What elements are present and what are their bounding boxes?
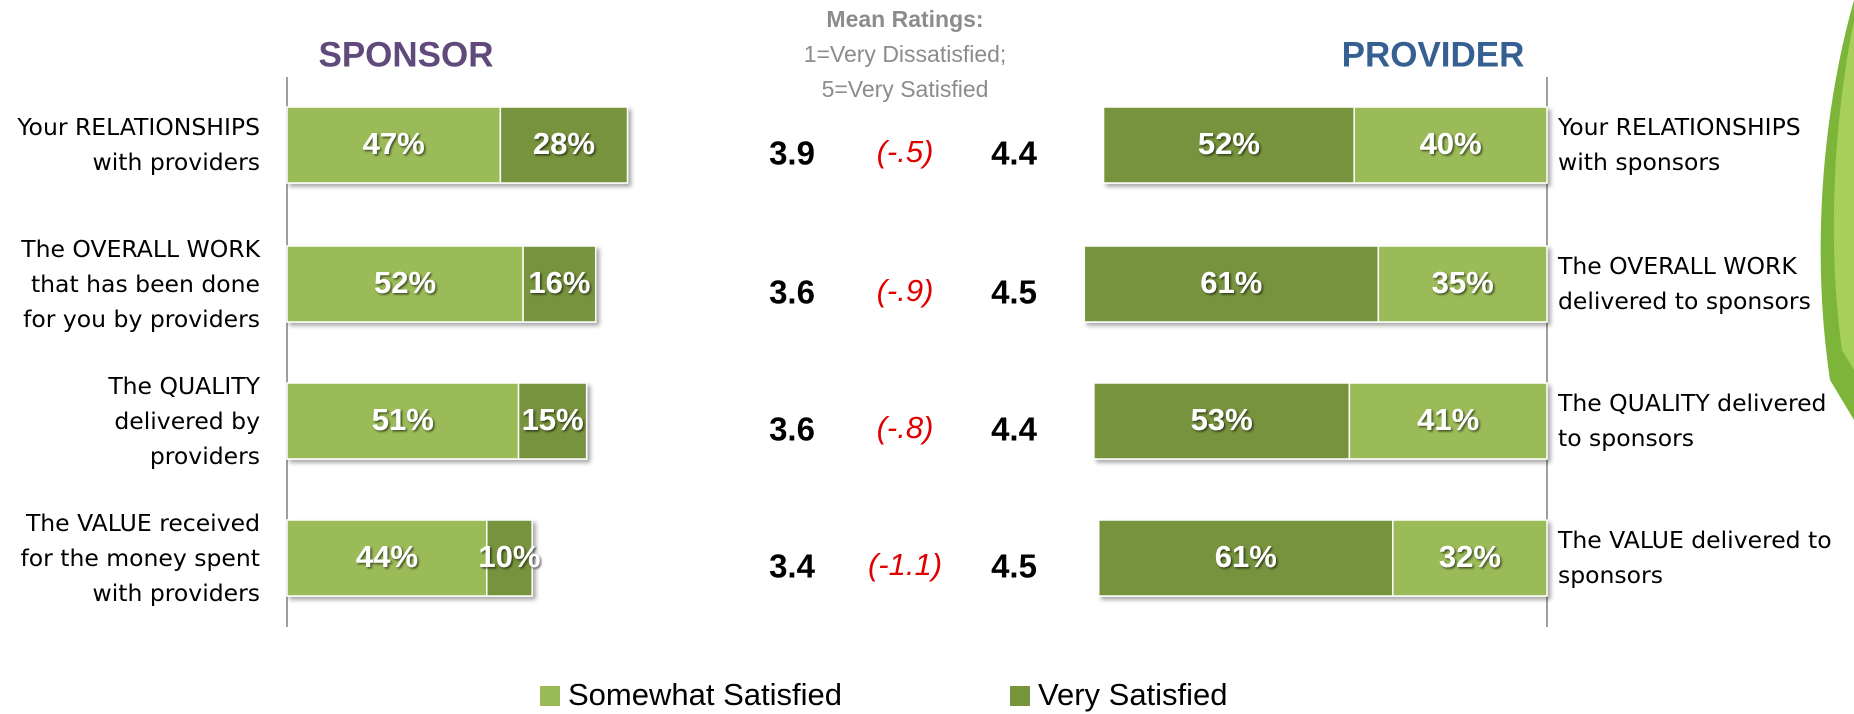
category-label: The OVERALL WORK that has been done for … — [0, 232, 260, 337]
data-label: 28% — [533, 126, 595, 161]
data-label: 53% — [1191, 402, 1253, 437]
chart: Mean Ratings: 1=Very Dissatisfied; 5=Ver… — [0, 0, 1854, 714]
data-label: 35% — [1432, 265, 1494, 300]
mean-difference: (-.5) — [877, 134, 934, 169]
data-label: 41% — [1417, 402, 1479, 437]
mean-sponsor: 3.9 — [769, 135, 815, 172]
mean-title: Mean Ratings: — [826, 6, 983, 32]
category-label: Your RELATIONSHIPS with providers — [0, 110, 260, 180]
data-label: 52% — [1198, 126, 1260, 161]
chart-title: PROVIDER — [1342, 35, 1525, 74]
data-label: 61% — [1200, 265, 1262, 300]
mean-sponsor: 3.6 — [769, 411, 815, 448]
mean-scale: 5=Very Satisfied — [822, 76, 989, 102]
mean-difference: (-.9) — [877, 273, 934, 308]
category-label: The VALUE delivered to sponsors — [1558, 523, 1848, 593]
mean-difference: (-1.1) — [868, 547, 942, 582]
legend-label: Very Satisfied — [1038, 677, 1228, 712]
data-label: 47% — [363, 126, 425, 161]
legend-swatch — [1010, 686, 1030, 706]
data-label: 44% — [356, 539, 418, 574]
category-label: The VALUE received for the money spent w… — [0, 506, 260, 611]
category-label: Your RELATIONSHIPS with sponsors — [1558, 110, 1848, 180]
data-label: 32% — [1439, 539, 1501, 574]
data-label: 52% — [374, 265, 436, 300]
mean-provider: 4.4 — [991, 411, 1038, 448]
data-label: 10% — [478, 539, 540, 574]
category-label: The QUALITY delivered to sponsors — [1558, 386, 1848, 456]
mean-difference: (-.8) — [877, 410, 934, 445]
data-label: 51% — [372, 402, 434, 437]
legend-label: Somewhat Satisfied — [568, 677, 842, 712]
category-label: The OVERALL WORK delivered to sponsors — [1558, 249, 1848, 319]
mean-scale: 1=Very Dissatisfied; — [804, 41, 1007, 67]
mean-sponsor: 3.4 — [769, 548, 816, 585]
page: Mean Ratings: 1=Very Dissatisfied; 5=Ver… — [0, 0, 1854, 714]
legend-swatch — [540, 686, 560, 706]
category-label: The QUALITY delivered by providers — [0, 369, 260, 474]
data-label: 16% — [528, 265, 590, 300]
chart-title: SPONSOR — [318, 35, 493, 74]
mean-provider: 4.4 — [991, 135, 1038, 172]
mean-provider: 4.5 — [991, 274, 1037, 311]
data-label: 40% — [1420, 126, 1482, 161]
mean-sponsor: 3.6 — [769, 274, 815, 311]
data-label: 15% — [522, 402, 584, 437]
data-label: 61% — [1215, 539, 1277, 574]
mean-provider: 4.5 — [991, 548, 1037, 585]
